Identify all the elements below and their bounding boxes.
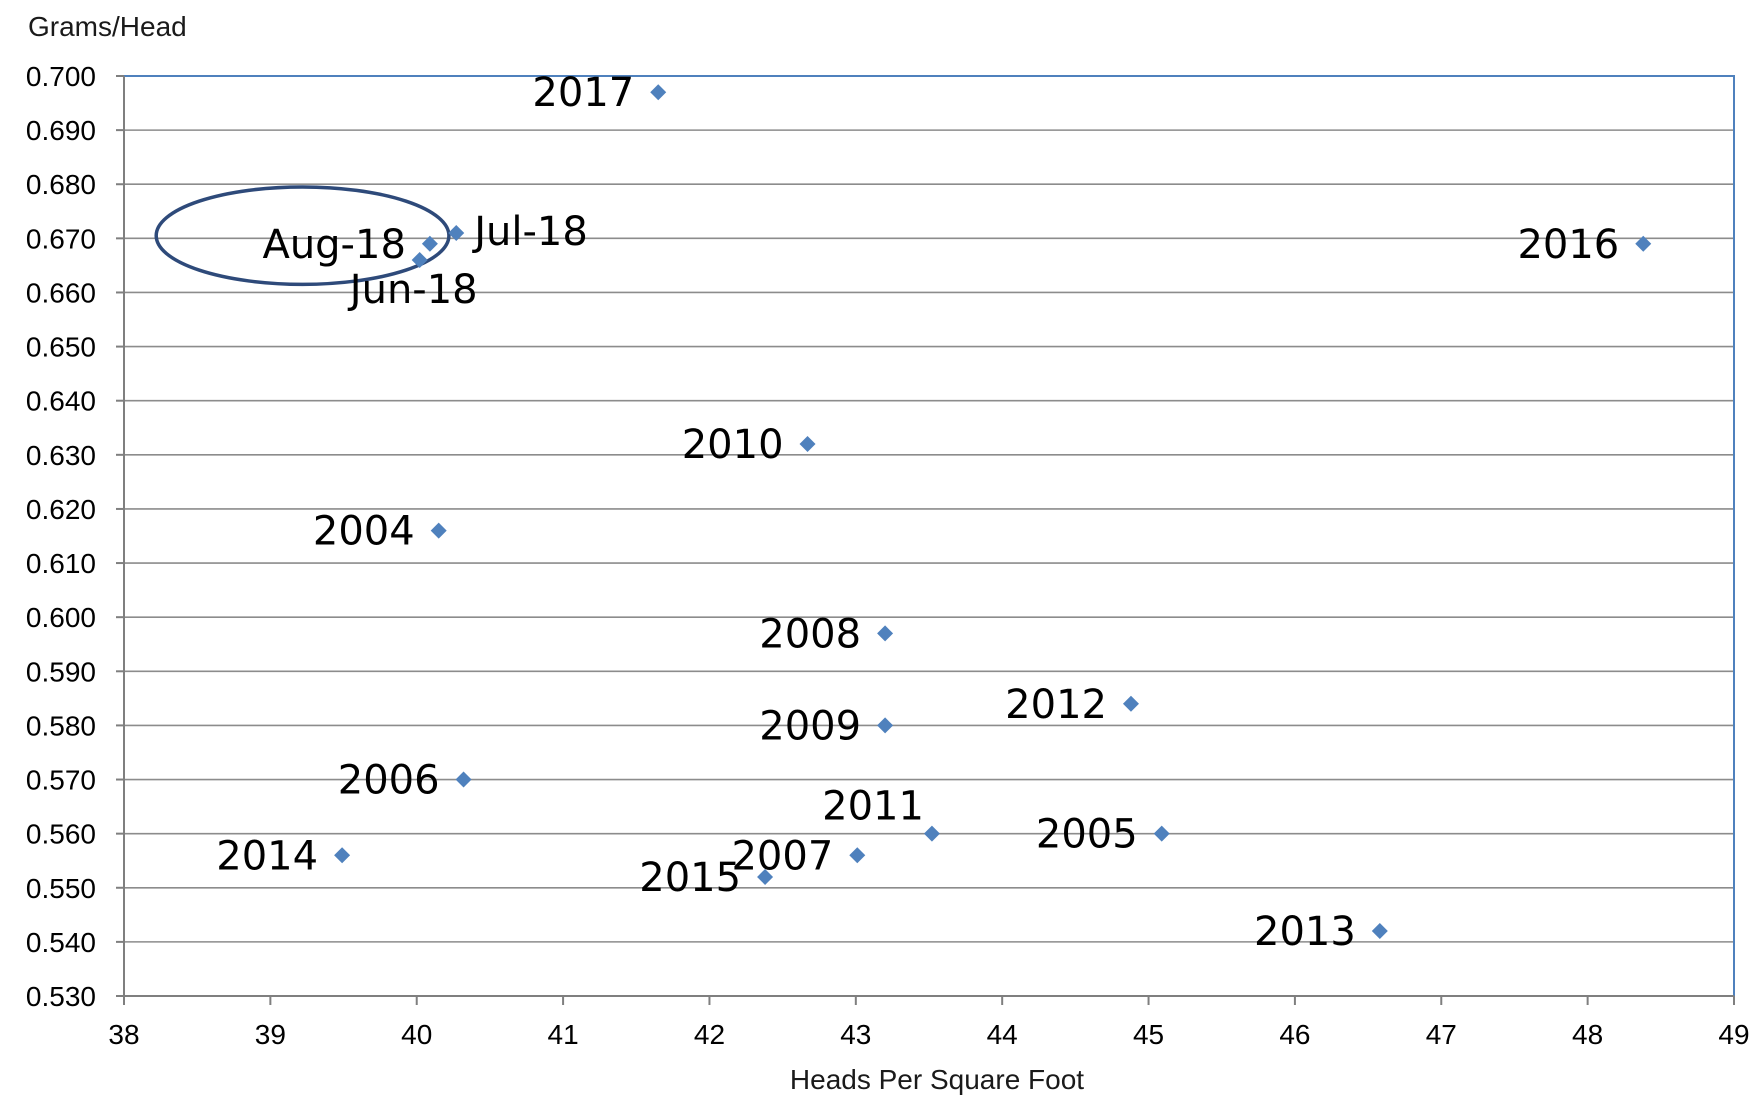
x-tick-label: 43 [840, 1019, 871, 1050]
x-tick-label: 41 [548, 1019, 579, 1050]
scatter-point [430, 522, 447, 539]
scatter-point [923, 825, 940, 842]
point-label: 2011 [822, 784, 924, 830]
y-tick-label: 0.670 [26, 223, 96, 254]
scatter-point [455, 771, 472, 788]
x-tick-label: 39 [255, 1019, 286, 1050]
y-axis-title: Grams/Head [28, 11, 187, 42]
y-tick-label: 0.600 [26, 602, 96, 633]
x-tick-label: 40 [401, 1019, 432, 1050]
point-label: 2007 [731, 833, 833, 879]
y-tick-label: 0.550 [26, 873, 96, 904]
x-tick-label: 42 [694, 1019, 725, 1050]
scatter-point [1635, 235, 1652, 252]
data-labels: 2017 Aug-18 Jul-18 Jun-18 2016 2010 2004 2008 20… [216, 70, 1619, 955]
scatter-point [1122, 695, 1139, 712]
scatter-point [1371, 923, 1388, 940]
scatter-point [1153, 825, 1170, 842]
point-label: 2015 [639, 855, 741, 901]
point-label: 2004 [313, 509, 415, 555]
point-label: 2006 [338, 758, 440, 804]
point-label: 2016 [1517, 222, 1619, 268]
y-tick-label: 0.540 [26, 927, 96, 958]
point-label: 2014 [216, 833, 318, 879]
scatter-point [877, 625, 894, 642]
y-tick-label: 0.630 [26, 440, 96, 471]
point-label: 2017 [532, 70, 634, 116]
x-tick-label: 48 [1572, 1019, 1603, 1050]
point-label: 2005 [1036, 812, 1138, 858]
point-label: Jun-18 [347, 267, 478, 313]
y-tick-label: 0.560 [26, 819, 96, 850]
gridlines [124, 129, 1734, 943]
x-tick-label: 47 [1426, 1019, 1457, 1050]
x-tick-label: 46 [1279, 1019, 1310, 1050]
data-points [334, 84, 1652, 940]
annotations [154, 185, 451, 287]
scatter-point [757, 868, 774, 885]
y-tick-label: 0.690 [26, 115, 96, 146]
y-tick-label: 0.530 [26, 981, 96, 1012]
scatter-point [448, 224, 465, 241]
y-tick-label: 0.650 [26, 332, 96, 363]
x-axis-title: Heads Per Square Foot [790, 1064, 1084, 1095]
y-tick-label: 0.570 [26, 765, 96, 796]
point-label: Aug-18 [262, 222, 405, 268]
scatter-point [421, 235, 438, 252]
y-tick-label: 0.590 [26, 656, 96, 687]
y-tick-label: 0.620 [26, 494, 96, 525]
scatter-point [650, 84, 667, 101]
y-tick-label: 0.680 [26, 169, 96, 200]
scatter-point [334, 847, 351, 864]
scatter-point [799, 436, 816, 452]
x-tick-label: 49 [1718, 1019, 1749, 1050]
y-tick-label: 0.660 [26, 277, 96, 308]
x-tick-label: 44 [987, 1019, 1018, 1050]
scatter-point [849, 847, 866, 864]
point-label: 2008 [759, 611, 861, 657]
point-label: 2012 [1005, 682, 1107, 728]
point-label: 2009 [759, 703, 861, 749]
point-label: 2010 [682, 422, 784, 468]
y-tick-label: 0.640 [26, 386, 96, 417]
y-tick-label: 0.610 [26, 548, 96, 579]
point-label: 2013 [1254, 909, 1356, 955]
x-tick-label: 45 [1133, 1019, 1164, 1050]
y-tick-label: 0.580 [26, 710, 96, 741]
highlight-ellipse [154, 185, 451, 287]
x-tick-label: 38 [108, 1019, 139, 1050]
y-tick-label: 0.700 [26, 61, 96, 92]
axes: 0.530 0.540 0.550 0.560 0.570 0.580 0.590 0.600… [26, 61, 1750, 1050]
scatter-point [411, 252, 428, 268]
scatter-point [877, 717, 894, 734]
point-label: Jul-18 [471, 209, 588, 255]
